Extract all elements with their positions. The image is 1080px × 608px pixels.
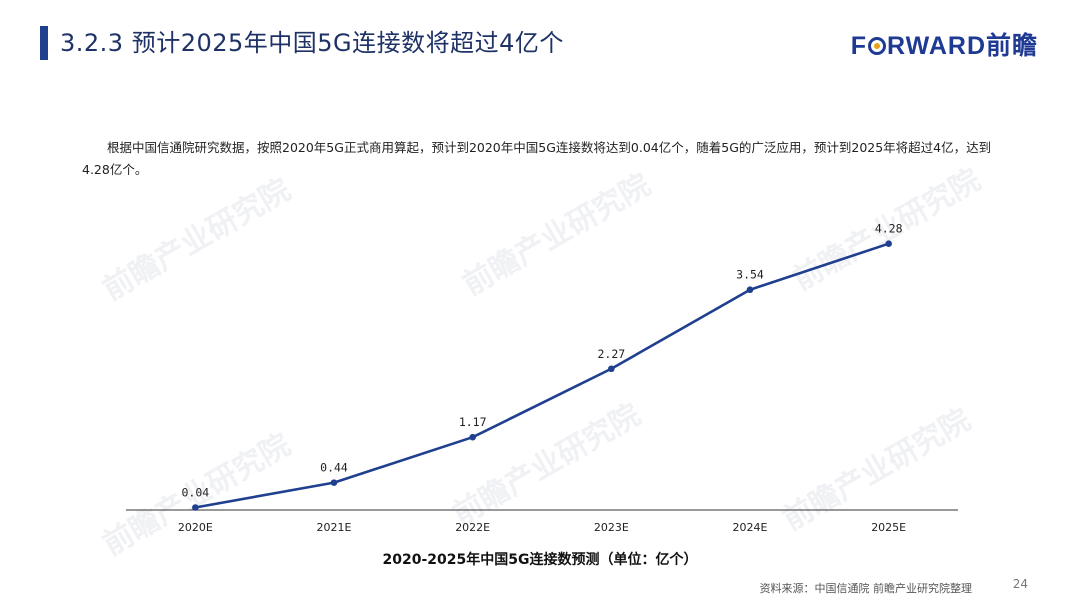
data-label: 4.28 (875, 222, 903, 236)
data-point (608, 365, 615, 373)
data-point (330, 479, 338, 486)
data-point (885, 240, 892, 247)
intro-paragraph: 根据中国信通院研究数据，按照2020年5G正式商用算起，预计到2020年中国5G… (82, 140, 992, 177)
x-tick-label: 2023E (594, 521, 629, 534)
source-note: 资料来源：中国信通院 前瞻产业研究院整理 (759, 582, 973, 595)
x-tick-label: 2022E (455, 521, 490, 534)
logo-suffix: RWARD前瞻 (887, 32, 1038, 60)
logo-prefix: F (850, 32, 868, 60)
brand-logo: F RWARD前瞻 (851, 30, 1038, 62)
title-accent-bar (40, 26, 48, 60)
data-point (192, 504, 199, 511)
x-tick-label: 2020E (178, 521, 213, 534)
logo-o-icon (868, 37, 887, 55)
x-tick-label: 2024E (733, 521, 768, 534)
series-line (195, 242, 890, 509)
data-label: 0.44 (320, 461, 348, 475)
x-tick-label: 2025E (871, 521, 906, 534)
x-tick-label: 2021E (317, 521, 352, 534)
data-label: 2.27 (597, 347, 625, 361)
data-label: 0.04 (181, 486, 209, 500)
data-label: 1.17 (459, 415, 487, 429)
data-label: 3.54 (736, 268, 764, 282)
page-number: 24 (1012, 577, 1028, 591)
data-point (469, 433, 476, 441)
chart-title: 2020-2025年中国5G连接数预测（单位：亿个） (382, 552, 698, 568)
page-title: 3.2.3 预计2025年中国5G连接数将超过4亿个 (60, 29, 564, 57)
data-point (746, 286, 754, 294)
